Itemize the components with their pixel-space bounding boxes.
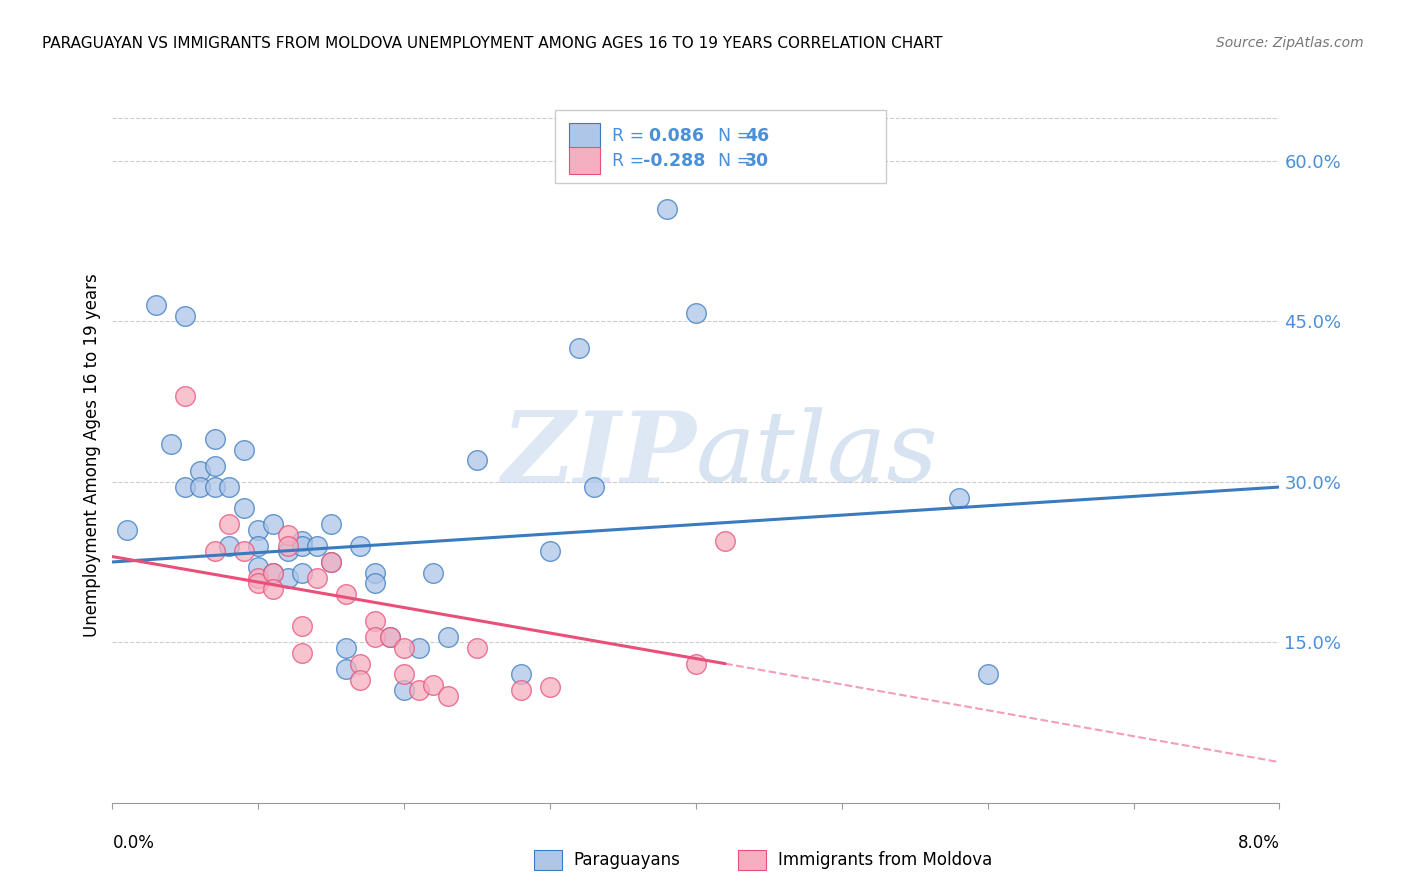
Point: [465, 453, 488, 467]
Text: 0.086: 0.086: [643, 128, 703, 145]
Point: [364, 576, 387, 591]
Point: [218, 517, 240, 532]
Point: [262, 566, 284, 580]
Text: 0.0%: 0.0%: [112, 834, 155, 852]
Point: [291, 533, 314, 548]
Point: [291, 646, 314, 660]
Text: R =: R =: [612, 152, 650, 169]
Point: [349, 673, 371, 687]
Point: [321, 555, 343, 569]
Point: [204, 432, 226, 446]
Point: [188, 480, 211, 494]
Point: [335, 640, 357, 655]
Point: [685, 657, 707, 671]
Text: Immigrants from Moldova: Immigrants from Moldova: [778, 851, 991, 869]
Point: [349, 657, 371, 671]
Point: [509, 683, 531, 698]
Point: [378, 630, 401, 644]
Point: [655, 202, 678, 216]
Point: [291, 539, 314, 553]
Point: [204, 458, 226, 473]
Text: PARAGUAYAN VS IMMIGRANTS FROM MOLDOVA UNEMPLOYMENT AMONG AGES 16 TO 19 YEARS COR: PARAGUAYAN VS IMMIGRANTS FROM MOLDOVA UN…: [42, 36, 942, 51]
Point: [276, 571, 298, 585]
Point: [204, 544, 226, 558]
Point: [364, 630, 387, 644]
Point: [335, 662, 357, 676]
Point: [305, 571, 328, 585]
Point: [422, 566, 444, 580]
Point: [335, 587, 357, 601]
Point: [568, 341, 591, 355]
Text: Source: ZipAtlas.com: Source: ZipAtlas.com: [1216, 36, 1364, 50]
Point: [714, 533, 737, 548]
Point: [218, 480, 240, 494]
Point: [378, 630, 401, 644]
Text: atlas: atlas: [696, 408, 939, 502]
Point: [204, 480, 226, 494]
Text: N =: N =: [707, 152, 756, 169]
Point: [276, 539, 298, 553]
Point: [115, 523, 138, 537]
Point: [174, 480, 197, 494]
Point: [218, 539, 240, 553]
Point: [465, 640, 488, 655]
Text: ZIP: ZIP: [501, 407, 696, 503]
Point: [364, 614, 387, 628]
Text: N =: N =: [707, 128, 756, 145]
Point: [174, 389, 197, 403]
Point: [232, 544, 254, 558]
Point: [437, 630, 460, 644]
Point: [145, 298, 167, 312]
Point: [976, 667, 998, 681]
Point: [247, 539, 270, 553]
Point: [349, 539, 371, 553]
Point: [232, 442, 254, 457]
Point: [305, 539, 328, 553]
Point: [232, 501, 254, 516]
Point: [247, 523, 270, 537]
Point: [394, 683, 416, 698]
Point: [247, 571, 270, 585]
Point: [509, 667, 531, 681]
Point: [174, 309, 197, 323]
Text: -0.288: -0.288: [643, 152, 704, 169]
Point: [538, 680, 561, 694]
Text: 30: 30: [745, 152, 769, 169]
Point: [422, 678, 444, 692]
Point: [247, 576, 270, 591]
Point: [394, 667, 416, 681]
Point: [276, 528, 298, 542]
Point: [291, 566, 314, 580]
Point: [276, 544, 298, 558]
Point: [291, 619, 314, 633]
Point: [408, 683, 430, 698]
Point: [321, 517, 343, 532]
Text: Paraguayans: Paraguayans: [574, 851, 681, 869]
Point: [160, 437, 183, 451]
Point: [262, 517, 284, 532]
Y-axis label: Unemployment Among Ages 16 to 19 years: Unemployment Among Ages 16 to 19 years: [83, 273, 101, 637]
Point: [247, 560, 270, 574]
Text: 8.0%: 8.0%: [1237, 834, 1279, 852]
Point: [188, 464, 211, 478]
Point: [408, 640, 430, 655]
Point: [394, 640, 416, 655]
Point: [437, 689, 460, 703]
Point: [582, 480, 605, 494]
Point: [538, 544, 561, 558]
Point: [262, 582, 284, 596]
Text: 46: 46: [745, 128, 769, 145]
Point: [364, 566, 387, 580]
Point: [948, 491, 970, 505]
Point: [685, 305, 707, 319]
Point: [321, 555, 343, 569]
Point: [262, 566, 284, 580]
Text: R =: R =: [612, 128, 650, 145]
